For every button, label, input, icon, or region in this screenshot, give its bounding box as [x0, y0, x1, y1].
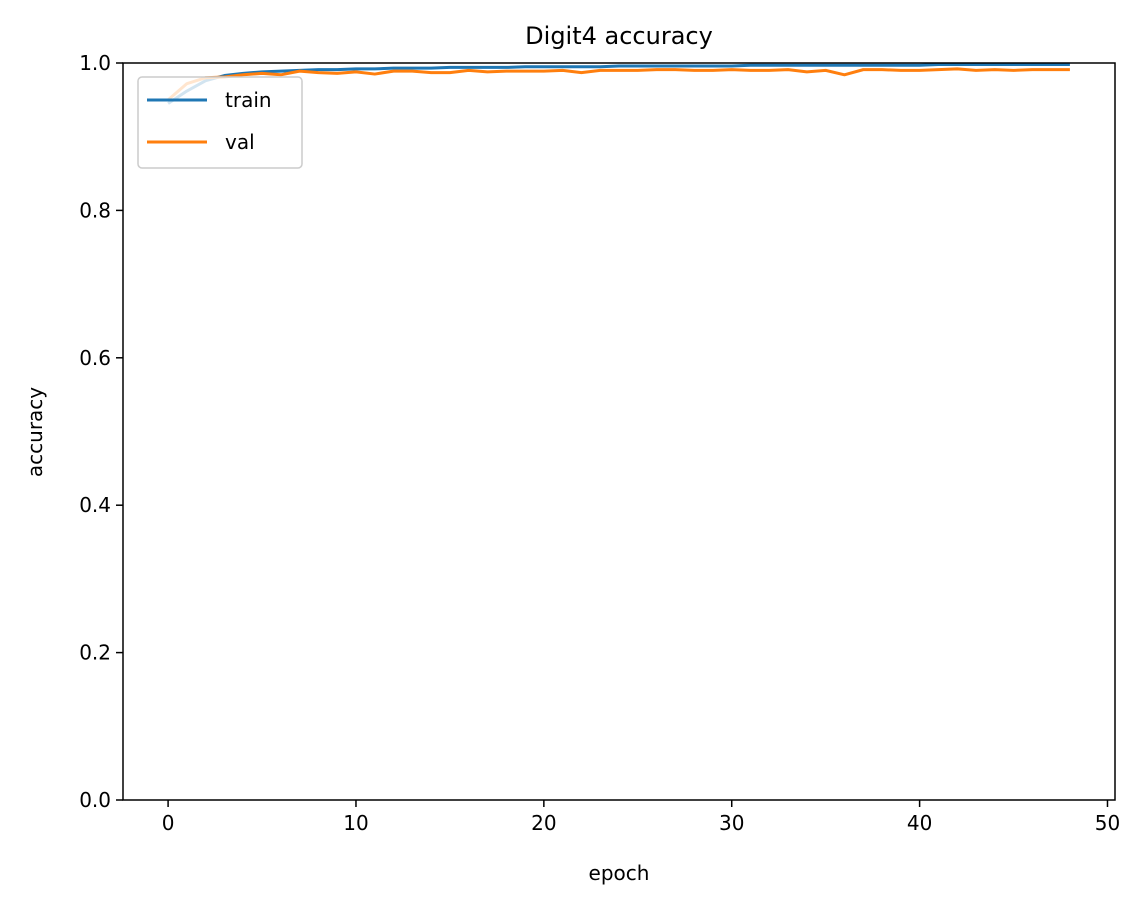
- x-tick-label: 20: [531, 811, 556, 835]
- legend: train val: [137, 76, 303, 169]
- legend-label-train: train: [225, 88, 272, 112]
- y-tick-label: 0.8: [79, 198, 111, 222]
- y-tick-label: 0.2: [79, 641, 111, 665]
- plot-area-frame: [122, 62, 1116, 801]
- y-tick-label: 1.0: [79, 51, 111, 75]
- series-lines: [167, 62, 1070, 105]
- legend-box: [137, 76, 303, 169]
- x-tick-label: 50: [1095, 811, 1120, 835]
- x-tick-label: 30: [719, 811, 744, 835]
- x-tick-label: 40: [907, 811, 932, 835]
- y-tick-label: 0.6: [79, 346, 111, 370]
- legend-label-val: val: [225, 130, 255, 154]
- y-axis-ticks: 0.0 0.2 0.4 0.6 0.8 1.0: [79, 51, 123, 812]
- x-tick-label: 0: [162, 811, 175, 835]
- y-tick-label: 0.4: [79, 493, 111, 517]
- series-line-train: [167, 62, 1070, 105]
- series-line-val: [167, 67, 1070, 101]
- x-axis-title: epoch: [589, 861, 650, 885]
- chart-title: Digit4 accuracy: [525, 22, 713, 50]
- y-axis-title: accuracy: [23, 387, 47, 477]
- y-tick-label: 0.0: [79, 788, 111, 812]
- x-axis-ticks: 0 10 20 30 40 50: [162, 800, 1120, 835]
- x-tick-label: 10: [343, 811, 368, 835]
